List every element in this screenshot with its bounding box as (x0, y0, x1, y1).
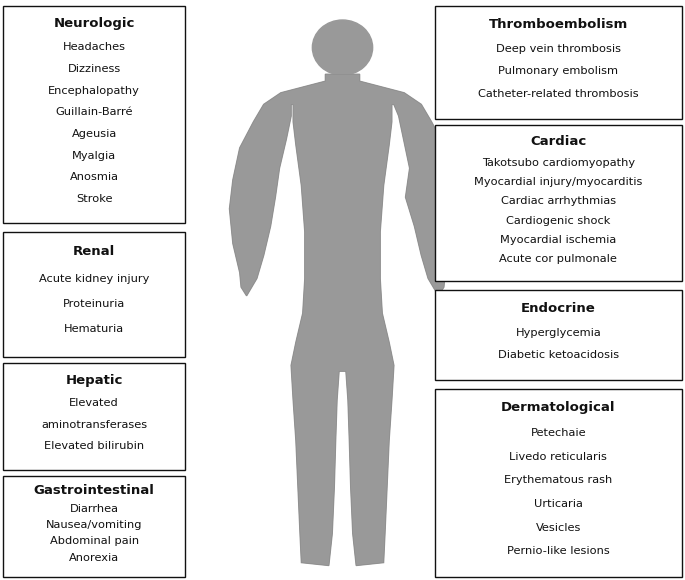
Text: Cardiac: Cardiac (530, 135, 586, 148)
Text: Neurologic: Neurologic (53, 17, 135, 30)
FancyBboxPatch shape (3, 476, 185, 577)
Text: Dizziness: Dizziness (68, 64, 121, 74)
Text: Ageusia: Ageusia (71, 129, 117, 139)
Text: Anorexia: Anorexia (69, 553, 119, 563)
Text: Deep vein thrombosis: Deep vein thrombosis (496, 44, 621, 54)
FancyBboxPatch shape (3, 232, 185, 357)
Text: Pernio-like lesions: Pernio-like lesions (507, 546, 610, 556)
Text: Renal: Renal (73, 245, 115, 258)
Text: Elevated: Elevated (69, 398, 119, 408)
Text: Takotsubo cardiomyopathy: Takotsubo cardiomyopathy (482, 158, 635, 168)
FancyBboxPatch shape (3, 6, 185, 223)
Ellipse shape (312, 20, 373, 75)
FancyBboxPatch shape (3, 362, 185, 470)
Text: Diabetic ketoacidosis: Diabetic ketoacidosis (498, 350, 619, 360)
Text: Urticaria: Urticaria (534, 499, 583, 509)
Text: Petechaie: Petechaie (530, 428, 586, 438)
Text: Elevated bilirubin: Elevated bilirubin (44, 441, 145, 451)
Text: Abdominal pain: Abdominal pain (49, 536, 139, 546)
Text: Catheter-related thrombosis: Catheter-related thrombosis (478, 89, 638, 99)
Text: Erythematous rash: Erythematous rash (504, 476, 612, 485)
Text: Cardiogenic shock: Cardiogenic shock (506, 216, 610, 226)
Text: Proteinuria: Proteinuria (63, 299, 125, 309)
Polygon shape (229, 74, 456, 566)
Text: Hyperglycemia: Hyperglycemia (515, 328, 601, 338)
FancyBboxPatch shape (435, 290, 682, 380)
Text: Endocrine: Endocrine (521, 302, 596, 314)
Text: Pulmonary embolism: Pulmonary embolism (498, 66, 619, 77)
Text: Myocardial injury/myocarditis: Myocardial injury/myocarditis (474, 177, 643, 187)
Text: Thromboembolism: Thromboembolism (488, 17, 628, 31)
Text: Vesicles: Vesicles (536, 523, 581, 532)
Text: Guillain-Barré: Guillain-Barré (55, 107, 133, 118)
Text: Hematuria: Hematuria (64, 324, 124, 335)
Text: Encephalopathy: Encephalopathy (48, 86, 140, 96)
Text: Headaches: Headaches (63, 42, 125, 52)
Text: Livedo reticularis: Livedo reticularis (510, 452, 607, 462)
Text: Myalgia: Myalgia (72, 151, 116, 161)
Text: Anosmia: Anosmia (70, 172, 119, 183)
FancyBboxPatch shape (435, 389, 682, 577)
FancyBboxPatch shape (435, 6, 682, 119)
Text: Nausea/vomiting: Nausea/vomiting (46, 520, 142, 530)
Text: Diarrhea: Diarrhea (70, 503, 119, 514)
Text: Dermatological: Dermatological (501, 401, 616, 414)
Text: Cardiac arrhythmias: Cardiac arrhythmias (501, 196, 616, 206)
Text: Stroke: Stroke (76, 194, 112, 204)
FancyBboxPatch shape (435, 125, 682, 281)
Text: Hepatic: Hepatic (66, 374, 123, 387)
Text: aminotransferases: aminotransferases (41, 420, 147, 430)
Text: Acute cor pulmonale: Acute cor pulmonale (499, 254, 617, 264)
Text: Acute kidney injury: Acute kidney injury (39, 274, 149, 284)
Text: Gastrointestinal: Gastrointestinal (34, 484, 155, 497)
Text: Myocardial ischemia: Myocardial ischemia (500, 235, 616, 245)
